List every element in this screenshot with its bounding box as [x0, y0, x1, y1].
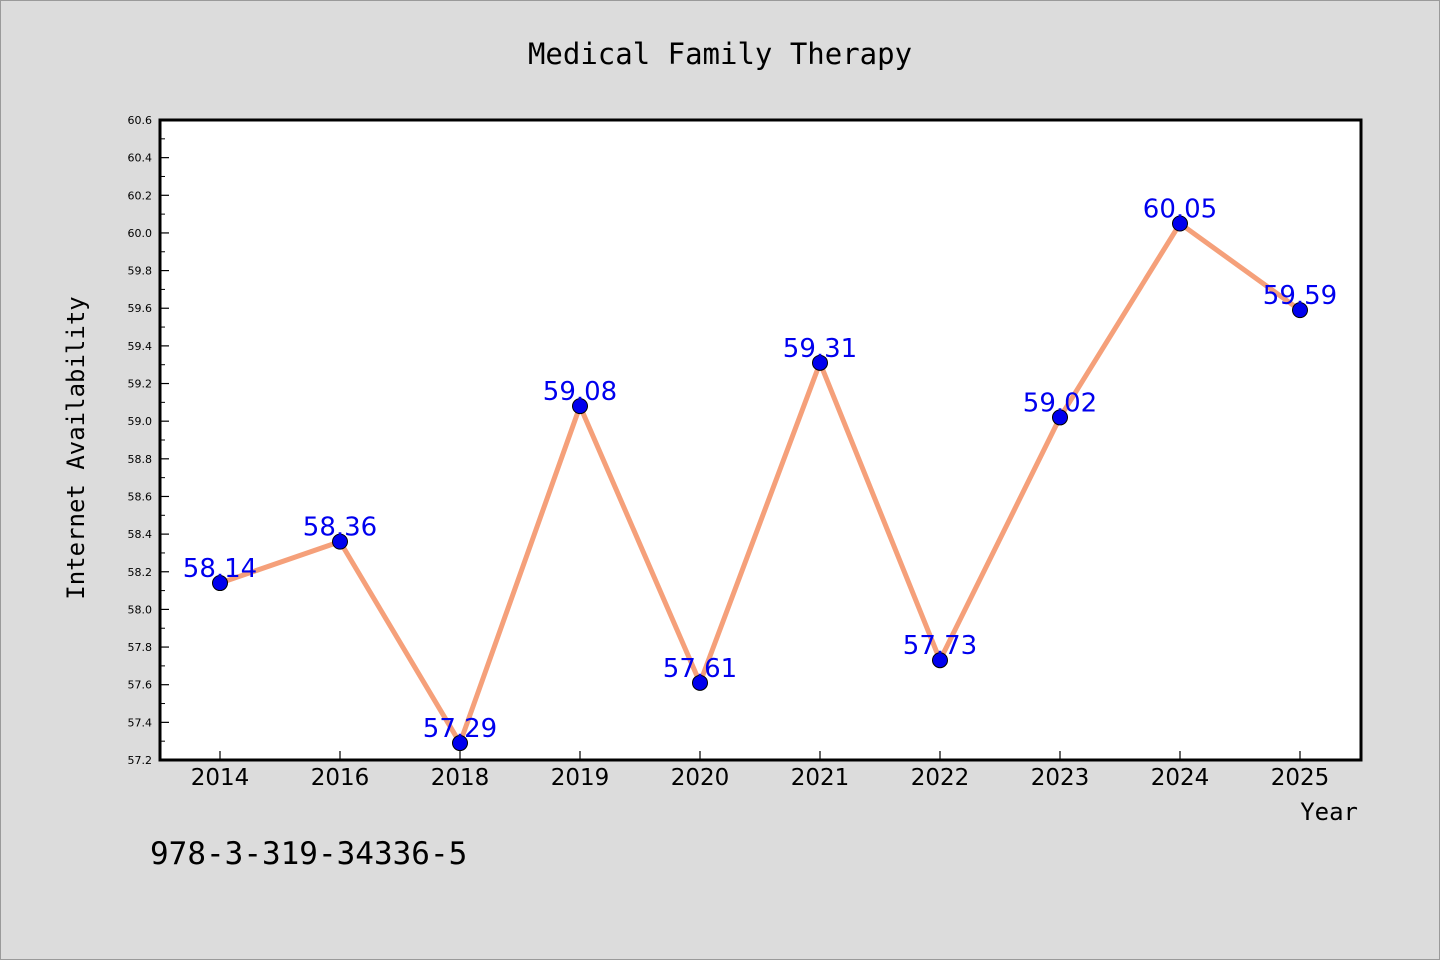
x-tick-label: 2022: [911, 765, 970, 791]
y-tick-label: 60.2: [128, 189, 153, 202]
data-point: [1292, 302, 1308, 319]
y-tick-label: 60.4: [128, 152, 153, 165]
y-tick-label: 59.8: [128, 265, 153, 278]
data-point: [1052, 409, 1068, 426]
x-tick-label: 2021: [791, 765, 850, 791]
y-tick-label: 59.0: [128, 415, 153, 428]
plot-area: [158, 118, 1363, 762]
y-tick-label: 58.8: [128, 453, 153, 466]
data-label: 60.05: [1143, 195, 1217, 225]
x-tick-label: 2025: [1271, 765, 1330, 791]
y-tick-label: 58.0: [128, 603, 153, 616]
x-tick-label: 2014: [191, 765, 250, 791]
data-point: [572, 398, 588, 415]
y-tick-label: 60.0: [128, 227, 153, 240]
data-label: 57.61: [663, 654, 737, 684]
x-axis: 2014 2016 2018 2019 2020 2021 2022 2023 2024 2025: [191, 751, 1330, 791]
y-tick-label: 59.6: [128, 302, 153, 315]
y-axis: 57.2 57.4 57.6 57.8 58.0 58.2 58.4 58.6 58.8 59.0…: [128, 114, 169, 767]
y-tick-label: 57.2: [128, 754, 153, 767]
chart-title: Medical Family Therapy: [528, 37, 912, 71]
data-point: [452, 735, 468, 752]
data-label: 57.29: [423, 714, 497, 744]
x-tick-label: 2020: [671, 765, 730, 791]
series-line: [217, 221, 1303, 746]
data-label: 59.08: [543, 377, 617, 407]
x-tick-label: 2016: [311, 765, 370, 791]
series-line-group: 58.14 58.36 57.29 59.08 57.61 59.31 57.73 59.02…: [183, 195, 1337, 752]
y-tick-label: 59.2: [128, 378, 153, 391]
y-tick-label: 57.8: [128, 641, 153, 654]
data-point: [932, 652, 948, 669]
y-tick-label: 57.6: [128, 679, 153, 692]
data-point: [692, 674, 708, 691]
data-label: 59.59: [1263, 281, 1337, 311]
x-tick-label: 2018: [431, 765, 490, 791]
data-label: 57.73: [903, 631, 977, 661]
y-tick-label: 58.2: [128, 566, 153, 579]
isbn-footer: 978-3-319-34336-5: [150, 836, 467, 872]
data-point: [812, 354, 828, 371]
y-tick-label: 60.6: [128, 114, 153, 127]
data-label: 58.14: [183, 554, 257, 584]
y-axis-label: Internet Availability: [62, 296, 90, 599]
data-point: [332, 533, 348, 550]
data-point: [212, 575, 228, 592]
x-tick-label: 2023: [1031, 765, 1090, 791]
x-axis-label: Year: [1300, 798, 1358, 826]
y-tick-label: 58.6: [128, 490, 153, 503]
data-point: [1172, 215, 1188, 232]
data-label: 59.31: [783, 334, 857, 364]
y-tick-label: 58.4: [128, 528, 153, 541]
data-label: 58.36: [303, 513, 377, 543]
data-label: 59.02: [1023, 388, 1097, 418]
x-tick-label: 2024: [1151, 765, 1210, 791]
y-tick-label: 57.4: [128, 716, 153, 729]
x-tick-label: 2019: [551, 765, 610, 791]
y-tick-label: 59.4: [128, 340, 153, 353]
